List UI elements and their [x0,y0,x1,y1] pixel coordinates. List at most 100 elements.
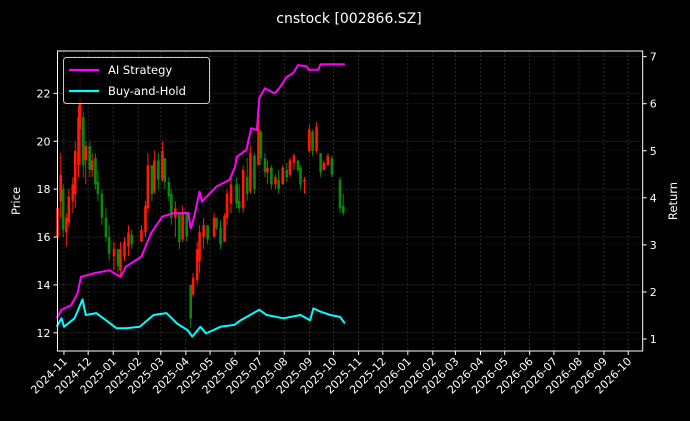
candle-body [107,237,111,254]
y-axis-left-label: Price [9,187,23,215]
candle-body [288,160,292,175]
y-right-tick-label: 1 [650,333,657,346]
candle-body [308,129,311,151]
candle-body [270,167,273,185]
candle-body [225,193,229,218]
candle-body [245,177,249,194]
y-left-tick-label: 14 [37,279,51,292]
y-left-tick-label: 12 [37,327,51,340]
candle-body [330,158,334,175]
candle-body [315,126,318,151]
y-right-tick-label: 3 [650,239,657,252]
legend-label-buy-and-hold: Buy-and-Hold [108,84,186,98]
candle-body [219,227,222,245]
candle-body [281,167,285,185]
candle-body [202,225,205,238]
candle-body [241,169,245,209]
candle-body [140,229,143,242]
candle-body [277,179,280,190]
chart-title: cnstock [002866.SZ] [276,11,421,27]
y-axis-right-label: Return [666,182,680,220]
y-right-tick-label: 6 [650,98,657,111]
candle-body [88,146,92,170]
candle-body [96,181,100,194]
candle-body [181,213,184,240]
candle-body [112,249,116,257]
candle-body [253,155,256,190]
candle-body [338,179,342,209]
candle-body [104,217,108,238]
candle-body [303,179,306,182]
candle-body [215,217,218,228]
candle-body [229,184,233,204]
candle-body [259,131,263,159]
candle-body [82,117,85,166]
candle-body [223,215,226,242]
candle-body [326,155,330,166]
candle-body [130,234,134,245]
candle-body [299,167,302,185]
y-right-tick-label: 5 [650,145,657,158]
candle-body [163,158,167,182]
candle-body [65,217,68,233]
candle-body [146,165,150,209]
candle-body [319,153,322,173]
candle-body [178,213,181,242]
plot-frame [57,50,644,352]
legend-label-ai-strategy: AI Strategy [108,63,172,77]
candle-body [189,284,192,319]
y-left-tick-label: 22 [37,87,51,100]
candlesticks [56,74,345,329]
candle-body [94,158,97,185]
series-line-ai-strategy [55,63,345,319]
candle-body [73,150,77,194]
candle-body [292,155,296,163]
candle-body [198,232,201,261]
y-left-tick-label: 20 [37,135,51,148]
candle-body [322,162,326,170]
candle-body [274,177,277,185]
legend-box [63,57,210,104]
candle-body [167,181,171,197]
candle-body [84,146,88,161]
candle-body [170,193,173,218]
candle-body [153,160,156,192]
candle-body [341,205,345,214]
candle-body [157,160,160,180]
return-lines [55,63,346,338]
candle-body [90,160,94,170]
candle-body [263,158,267,173]
candle-body [311,131,314,151]
candle-body [100,193,104,218]
candle-body [127,232,130,247]
candle-body [212,217,216,238]
candle-body [195,249,199,281]
candle-body [185,213,188,238]
y-right-tick-label: 7 [650,51,657,64]
candle-body [59,174,63,202]
y-left-tick-label: 18 [37,183,51,196]
candle-body [123,241,126,257]
legend: AI Strategy Buy-and-Hold [63,57,210,104]
candle-body [116,249,120,266]
candle-body [161,150,164,180]
candle-body [266,167,269,173]
candle-body [249,153,252,192]
candle-body [285,169,289,178]
candle-body [235,184,238,204]
candle-body [77,117,80,166]
candle-body [150,165,154,194]
candle-body [296,160,300,170]
candle-body [119,249,122,271]
candle-body [144,205,147,233]
candle-body [257,129,260,166]
y-right-tick-label: 2 [650,286,657,299]
y-left-tick-label: 16 [37,231,51,244]
candle-body [191,277,195,295]
y-right-tick-label: 4 [650,192,657,205]
candle-body [71,184,75,202]
candle-body [237,201,241,209]
candle-body [78,98,82,130]
candle-body [61,189,65,230]
